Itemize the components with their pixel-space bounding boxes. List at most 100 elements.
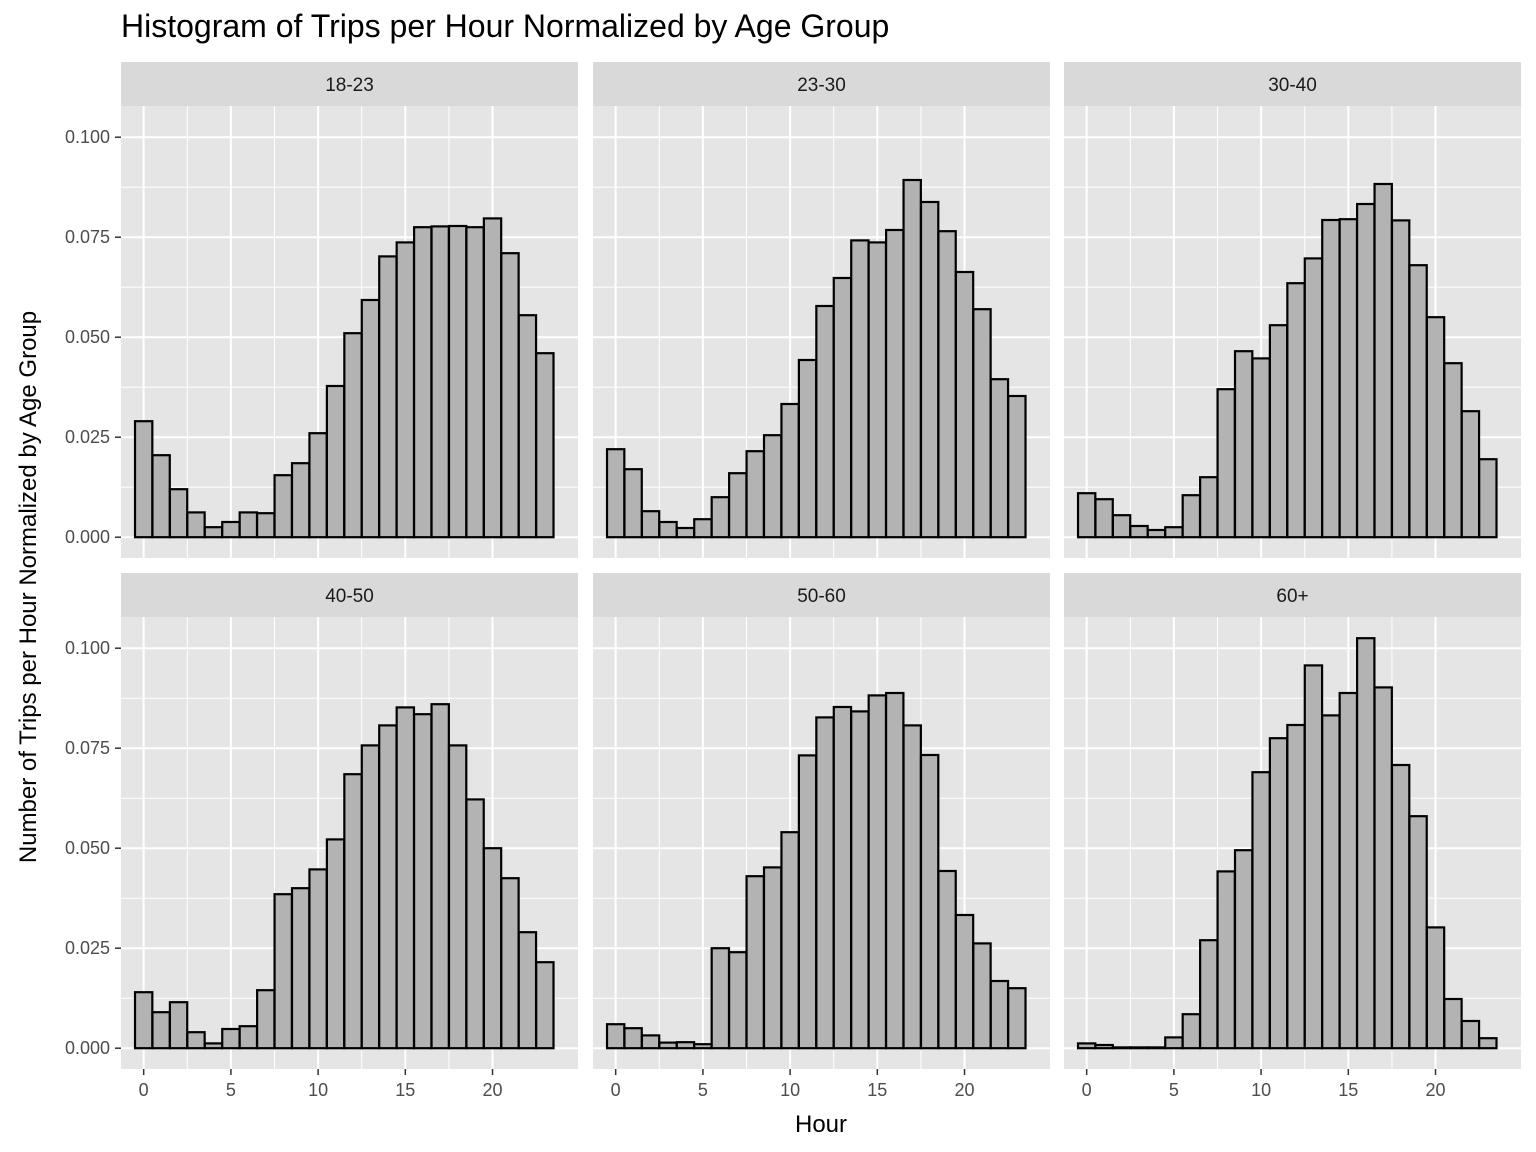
facet-strip [1064,573,1521,617]
histogram-bar [1303,664,1324,1050]
facet-23-30: 23-30 [593,62,1050,558]
facet-strip-label: 18-23 [325,75,374,96]
histogram-bar [693,1043,713,1050]
histogram-bar [256,512,276,539]
histogram-bar [640,510,661,539]
facet-strip [121,573,578,617]
histogram-bar [937,230,957,539]
histogram-bar [605,448,626,539]
histogram-bar [1408,815,1428,1050]
histogram-bar [360,298,381,539]
facet-strip [1064,62,1521,106]
histogram-bar [168,1001,189,1050]
histogram-bar [413,713,433,1050]
histogram-bar [168,488,189,539]
histogram-bar [500,252,520,539]
histogram-bar [308,868,328,1050]
histogram-bar [780,402,800,539]
histogram-bar [535,352,555,539]
histogram-bar [1286,723,1306,1050]
histogram-bar [186,1031,206,1050]
x-tick-label: 0 [611,1080,621,1100]
histogram-bar [203,526,224,539]
histogram-bar [797,754,818,1050]
histogram-bar [151,454,171,539]
y-tick-label: 0.050 [65,327,110,347]
histogram-bar [343,332,363,539]
histogram-bar [1094,1043,1114,1050]
histogram-bar [1425,316,1446,539]
histogram-bar [290,462,311,539]
histogram-bar [762,434,783,539]
y-axis-title: Number of Trips per Hour Normalized by A… [15,311,42,863]
histogram-bar [832,276,853,539]
histogram-bar [850,239,870,539]
histogram-bar [867,694,888,1050]
histogram-bar [954,913,975,1050]
histogram-bar [954,270,975,539]
facet-strip-label: 50-60 [797,586,846,607]
histogram-bar [203,1042,224,1050]
histogram-bar [1286,282,1306,539]
facet-strip-label: 30-40 [1268,75,1317,96]
histogram-bar [482,847,503,1050]
histogram-bar [1390,763,1411,1050]
facet-18-23: 18-23 0.000 0.025 0.050 0.075 0.100 [65,62,578,558]
histogram-bar [500,877,520,1050]
y-tick-label: 0.000 [65,527,110,547]
histogram-bar [1390,219,1411,539]
histogram-bar [1373,182,1393,539]
histogram-bar [675,526,696,539]
histogram-bar [1460,1019,1481,1050]
y-tick-label: 0.000 [65,1038,110,1058]
histogram-bar [902,178,922,539]
histogram-bar [1478,1037,1498,1050]
histogram-bar [762,866,783,1050]
histogram-bar [325,384,346,539]
histogram-bar [465,226,485,539]
y-tick-label: 0.050 [65,838,110,858]
histogram-bar [1338,218,1359,539]
facet-panels: 18-23 0.000 0.025 0.050 0.075 0.100 23-30 30-40… [65,62,1521,1100]
histogram-bar [221,520,241,539]
facet-50-60: 50-60 0 5 10 15 20 [593,573,1050,1100]
histogram-bar [343,773,363,1050]
histogram-bar [885,691,905,1050]
histogram-bar [1094,498,1114,539]
histogram-bar [1164,526,1184,539]
histogram-bar [1076,492,1097,539]
histogram-bar [1233,350,1254,539]
x-tick-label: 0 [1082,1080,1092,1100]
histogram-bar [1425,926,1446,1050]
histogram-bar [1181,1013,1202,1050]
histogram-bar [290,887,311,1050]
histogram-bar [797,358,818,539]
histogram-bar [1321,714,1341,1050]
histogram-bar [1408,264,1428,539]
histogram-bar [430,225,450,539]
x-tick-label: 15 [395,1080,415,1100]
histogram-bar [186,511,206,539]
histogram-bar [902,724,922,1050]
histogram-bar [378,724,398,1050]
histogram-bar [623,468,643,539]
x-tick-label: 10 [1251,1080,1271,1100]
x-tick-label: 5 [698,1080,708,1100]
histogram-bar [728,951,748,1050]
histogram-bar [1338,691,1359,1050]
histogram-bar [482,217,503,539]
facet-strip [121,62,578,106]
histogram-bar [972,308,992,539]
chart-title: Histogram of Trips per Hour Normalized b… [121,8,890,44]
histogram-bar [447,744,468,1050]
y-tick-label: 0.100 [65,638,110,658]
x-tick-label: 20 [955,1080,975,1100]
histogram-bar [273,474,293,539]
histogram-bar [221,1027,241,1050]
histogram-bar [378,255,398,539]
histogram-bar [693,518,713,539]
histogram-bar [517,314,538,539]
y-tick-label: 0.075 [65,738,110,758]
histogram-bar [1251,771,1271,1050]
histogram-bar [256,989,276,1050]
